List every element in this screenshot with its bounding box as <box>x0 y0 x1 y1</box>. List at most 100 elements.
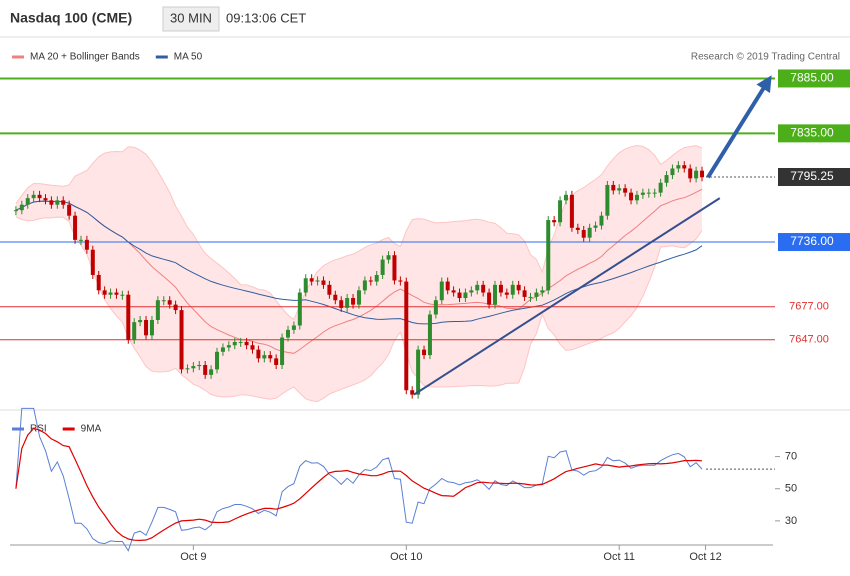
candle-body <box>339 300 344 308</box>
candle-body <box>510 284 515 295</box>
candle-body <box>49 200 54 205</box>
candle-body <box>700 170 705 178</box>
candle-body <box>427 314 432 356</box>
candle-body <box>652 192 657 194</box>
candle-body <box>682 165 687 169</box>
candle-body <box>552 220 557 223</box>
candle-body <box>534 292 539 297</box>
projection-arrow <box>706 75 772 179</box>
candle-body <box>144 319 149 336</box>
candle-body <box>303 278 308 293</box>
y-tick-label: 30 <box>785 515 797 527</box>
candle-body <box>362 280 367 291</box>
bollinger-upper <box>15 144 703 321</box>
candle-body <box>469 290 474 293</box>
candle-body <box>670 168 675 176</box>
candle-body <box>422 349 427 356</box>
level-label: 7677.00 <box>789 301 829 313</box>
level-label-box <box>778 233 850 252</box>
rsi-ma-line <box>15 427 703 542</box>
x-tick-label: Oct 10 <box>390 551 422 563</box>
candle-body <box>640 192 645 195</box>
candle-body <box>13 210 18 212</box>
candle-body <box>599 215 604 226</box>
candle-body <box>634 194 639 201</box>
candle-body <box>439 281 444 301</box>
candle-body <box>445 281 450 291</box>
candle-body <box>658 182 663 193</box>
candle-body <box>646 192 651 194</box>
candle-body <box>386 255 391 260</box>
candle-body <box>558 200 563 223</box>
candle-body <box>333 294 338 301</box>
candle-body <box>516 284 521 291</box>
level-label-box <box>778 69 850 88</box>
candle-body <box>522 290 527 297</box>
level-label: 7647.00 <box>789 334 829 346</box>
candle-body <box>43 198 48 201</box>
rsi-line <box>15 407 703 552</box>
candle-body <box>546 220 551 291</box>
candle-body <box>481 284 486 293</box>
x-tick-label: Oct 11 <box>603 551 635 563</box>
credit: Research © 2019 Trading Central <box>691 52 840 63</box>
candle-body <box>623 188 628 193</box>
candle-body <box>451 290 456 293</box>
candle-body <box>90 249 95 275</box>
candle-body <box>327 284 332 295</box>
candle-body <box>575 227 580 230</box>
level-label-box <box>778 124 850 143</box>
candle-body <box>232 341 237 346</box>
candle-body <box>593 225 598 228</box>
candle-body <box>416 349 421 395</box>
legend-label: MA 50 <box>174 52 203 63</box>
candle-body <box>368 280 373 282</box>
candle-body <box>262 355 267 359</box>
candle-body <box>102 290 107 295</box>
candle-body <box>25 198 30 205</box>
candle-body <box>285 329 290 338</box>
candle-body <box>487 292 492 305</box>
candle-body <box>209 369 214 375</box>
candle-body <box>78 239 83 241</box>
ma50-line <box>15 200 703 325</box>
candle-body <box>587 227 592 238</box>
candle-body <box>149 319 154 336</box>
candle-body <box>617 188 622 191</box>
candle-body <box>676 165 681 169</box>
candle-body <box>173 304 178 311</box>
candle-body <box>504 292 509 295</box>
title: Nasdaq 100 (CME) <box>10 10 132 26</box>
candle-body <box>410 390 415 395</box>
x-tick-label: Oct 9 <box>180 551 206 563</box>
candle-body <box>55 200 60 205</box>
candle-body <box>238 341 243 343</box>
candle-body <box>108 292 113 295</box>
candle-body <box>203 364 208 375</box>
bollinger-lower <box>15 216 703 403</box>
candle-body <box>291 325 296 330</box>
candle-body <box>226 345 231 348</box>
candle-body <box>244 341 249 346</box>
candle-body <box>191 366 196 369</box>
time: 09:13:06 CET <box>226 10 306 25</box>
candle-body <box>280 337 285 365</box>
candle-body <box>569 194 574 228</box>
candle-body <box>138 319 143 323</box>
candle-body <box>132 322 137 340</box>
level-label: 7885.00 <box>790 71 834 85</box>
candle-body <box>19 204 24 211</box>
y-tick-label: 50 <box>785 483 797 495</box>
candle-body <box>463 292 468 299</box>
interval-box[interactable] <box>162 6 220 32</box>
candle-body <box>581 229 586 238</box>
candle-body <box>380 259 385 275</box>
y-tick-label: 70 <box>785 450 797 462</box>
candle-body <box>179 310 184 370</box>
level-label-box <box>778 167 850 186</box>
interval[interactable]: 30 MIN <box>170 10 212 25</box>
candle-body <box>629 192 634 201</box>
candle-body <box>374 274 379 282</box>
level-label: 7795.25 <box>790 169 834 183</box>
candle-body <box>563 194 568 201</box>
